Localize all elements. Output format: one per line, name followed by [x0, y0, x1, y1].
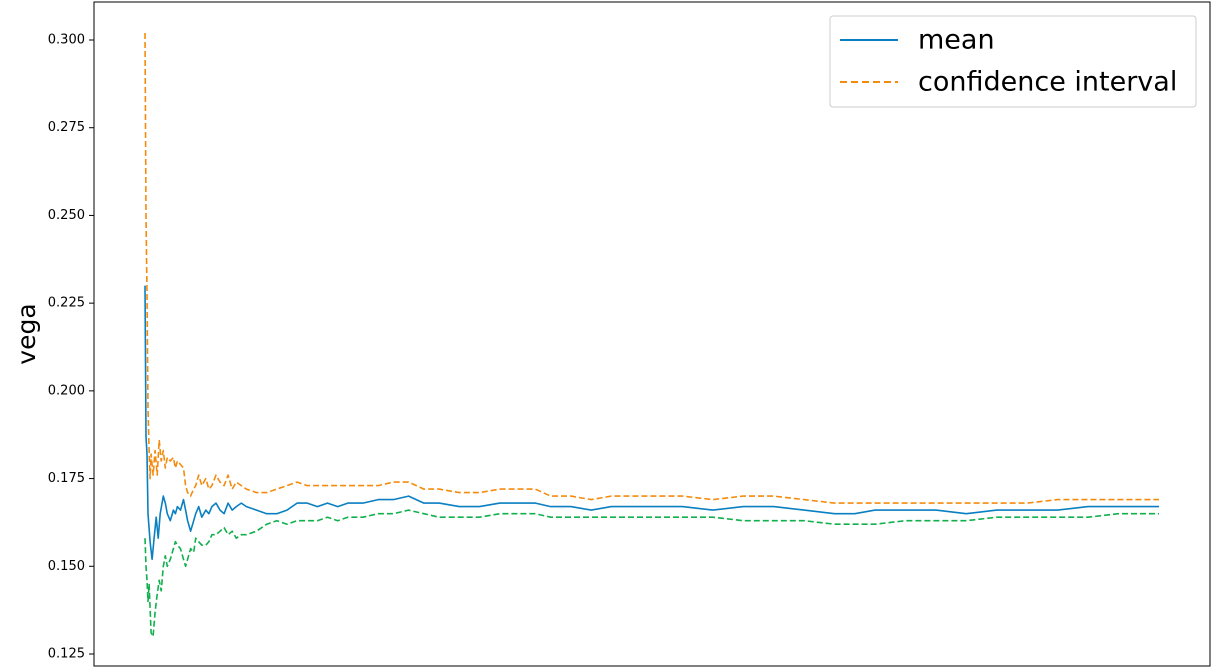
series-lower-ci-line	[144, 509, 1159, 638]
y-tick-label: 0.125	[48, 647, 85, 662]
y-axis: 0.125 0.150 0.175 0.200 0.225 0.250 0.275 0.300	[48, 33, 94, 662]
series-layer	[144, 32, 1159, 638]
y-tick-label: 0.300	[48, 33, 85, 48]
series-upper-ci-line	[144, 32, 1159, 504]
y-tick-label: 0.275	[48, 120, 85, 135]
series-mean-line	[144, 285, 1159, 561]
y-tick-label: 0.150	[48, 559, 85, 574]
plot-frame	[93, 1, 1211, 667]
y-tick-label: 0.200	[48, 383, 85, 398]
y-tick-label: 0.250	[48, 208, 85, 223]
legend: mean confidence interval	[829, 15, 1197, 108]
legend-label: mean	[918, 25, 995, 56]
legend-label: confidence interval	[918, 67, 1177, 98]
y-tick-label: 0.225	[48, 296, 85, 311]
y-tick-label: 0.175	[48, 471, 85, 486]
legend-box	[829, 15, 1197, 108]
legend-entries: mean confidence interval	[840, 25, 1177, 98]
y-axis-title: vega	[12, 303, 41, 364]
